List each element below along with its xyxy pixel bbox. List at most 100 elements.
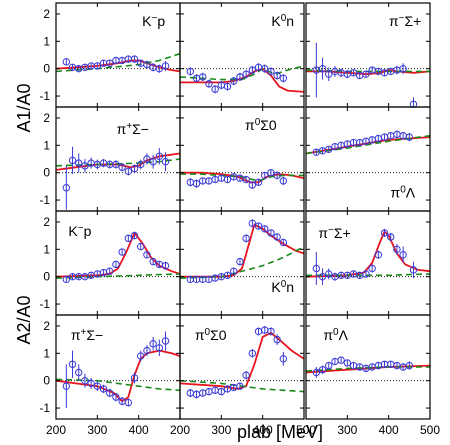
panel-6: π0Λ (306, 130, 430, 200)
x-tick-label: 500 (296, 423, 316, 437)
data-point (223, 271, 232, 280)
panel-label: K0n (271, 13, 294, 29)
data-point (318, 366, 327, 374)
data-point (362, 270, 370, 278)
y-axis-title-bottom: A2/A0 (14, 295, 34, 344)
data-point (75, 368, 83, 377)
y-tick-label: 2 (43, 319, 50, 333)
data-point (75, 159, 83, 167)
panel-label: K−p (68, 223, 91, 239)
panel-2: K0n (180, 13, 304, 94)
x-tick-label: 300 (211, 423, 231, 437)
x-tick-label: 300 (87, 423, 107, 437)
data-point (130, 374, 139, 382)
data-point (130, 55, 139, 63)
data-point (143, 251, 151, 259)
data-point (124, 398, 133, 407)
model-curve-green (180, 173, 304, 182)
data-point (380, 229, 389, 237)
data-point (312, 368, 321, 377)
model-curve-green (180, 65, 304, 81)
data-point (405, 133, 414, 141)
model-curve-green (56, 378, 180, 392)
y-tick-label: -1 (39, 89, 50, 103)
x-tick-label: 500 (420, 423, 440, 437)
data-point (248, 219, 257, 228)
data-point (343, 359, 352, 367)
data-point (93, 62, 102, 70)
data-point (325, 145, 333, 154)
data-point (137, 242, 145, 251)
data-point (155, 344, 164, 352)
data-point (130, 164, 139, 173)
y-tick-label: 1 (43, 242, 50, 256)
data-point (279, 177, 288, 185)
panel-frame (305, 314, 431, 420)
panel-3: π−Σ+ (306, 13, 430, 108)
data-point (137, 352, 145, 360)
panel-frames (55, 2, 431, 420)
data-point (387, 233, 395, 241)
data-point (318, 64, 327, 73)
data-point (161, 262, 170, 270)
panel-label: π0Σ0 (245, 117, 277, 133)
data-point (273, 233, 281, 241)
data-point (273, 71, 281, 80)
data-point (230, 77, 238, 85)
data-point (399, 64, 407, 73)
data-point (124, 234, 133, 243)
x-tick-label: 200 (46, 423, 66, 437)
data-point (267, 327, 275, 336)
data-point (205, 80, 213, 88)
data-point (68, 360, 77, 368)
panel-10: π+Σ− (56, 327, 180, 409)
data-point (99, 385, 108, 393)
data-point (118, 248, 126, 256)
data-point (186, 67, 195, 76)
data-point (242, 234, 250, 243)
x-tick-label: 400 (129, 423, 149, 437)
data-point (62, 275, 71, 284)
data-point (279, 74, 288, 82)
panel-label: π0Λ (323, 327, 348, 343)
x-tick-label: 300 (337, 423, 357, 437)
data-point (248, 349, 257, 358)
model-curve-red (306, 69, 430, 76)
data-point (242, 371, 250, 379)
data-point (192, 179, 201, 188)
panel-label: π0Λ (391, 184, 416, 200)
panel-8: K0n (180, 219, 304, 295)
y-tick-label: 1 (43, 138, 50, 152)
model-curve-green (180, 245, 304, 279)
data-point (143, 60, 151, 69)
y-tick-label: 0 (43, 270, 50, 284)
data-point (267, 229, 275, 237)
data-point (149, 340, 157, 348)
y-axis-title-top: A1/A0 (14, 83, 34, 132)
x-tick-label: 400 (379, 423, 399, 437)
panel-label: K−p (142, 13, 165, 29)
y-tick-label: 2 (43, 111, 50, 125)
data-point (106, 59, 114, 67)
data-point (312, 264, 321, 273)
data-point (112, 160, 120, 169)
data-point (236, 73, 244, 81)
data-point (393, 245, 401, 254)
data-point (409, 266, 418, 274)
panel-12: π0Λ (306, 327, 430, 382)
data-point (112, 260, 120, 269)
y-tick-label: 1 (43, 346, 50, 360)
axis-ticks: -1 0 1 2 -1 0 1 2 -1 0 1 2 -1 0 1 2 200 300 400 200 300 400 50… (39, 3, 440, 437)
data-point (325, 70, 333, 78)
model-curve-red (56, 349, 180, 403)
data-point (62, 58, 71, 66)
data-point (399, 251, 407, 259)
data-point (149, 158, 157, 166)
data-point (161, 337, 170, 345)
panel-frame (179, 210, 305, 316)
model-curve-red (56, 152, 180, 171)
model-curve-green (56, 273, 180, 279)
data-point (230, 267, 238, 275)
data-point (143, 346, 151, 355)
data-point (349, 69, 358, 77)
